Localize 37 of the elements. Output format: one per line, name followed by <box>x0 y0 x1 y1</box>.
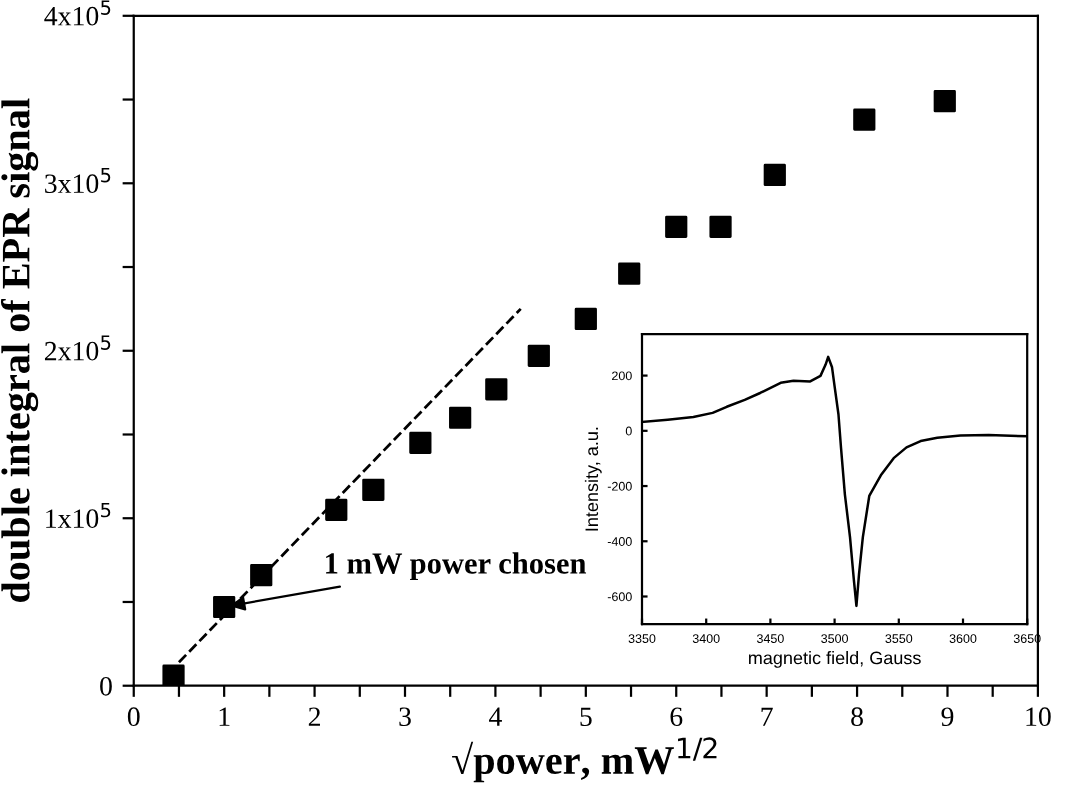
x-tick-label: 4 <box>489 707 502 726</box>
point <box>709 215 732 238</box>
x-tick-label: 10 <box>1026 707 1051 727</box>
x-tick-label: 2 <box>308 707 320 726</box>
point <box>527 344 550 367</box>
y-tick-label: 4x10$^{5}$ <box>44 0 111 26</box>
point <box>213 595 236 619</box>
y-axis-title: Intensity, a.u. <box>584 427 602 531</box>
x-tick-label: 3 <box>399 707 411 727</box>
point <box>485 378 508 401</box>
y-tick-label: 0 <box>100 676 112 696</box>
y-tick-label: 1x10$^{5}$ <box>46 502 111 528</box>
point <box>362 478 385 501</box>
point <box>763 163 786 187</box>
point <box>449 406 472 429</box>
y-axis-title: double integral of EPR signal <box>0 98 39 602</box>
x-axis-title: √power, mW$^{1/2}$ <box>452 737 717 783</box>
x-tick-label: 6 <box>670 707 683 727</box>
point <box>665 215 688 238</box>
x-tick-label: 7 <box>761 707 773 726</box>
x-tick-label: 5 <box>580 707 592 727</box>
x-tick-label: 1 <box>219 707 230 726</box>
point <box>409 431 432 454</box>
point <box>162 664 185 686</box>
x-tick-label: 8 <box>851 707 863 727</box>
annotation: 1 mW power chosen <box>326 552 587 581</box>
point <box>250 564 273 587</box>
point <box>853 108 876 131</box>
y-tick-label: 2x10$^{5}$ <box>44 335 111 361</box>
point <box>618 262 641 285</box>
point <box>325 498 348 521</box>
point <box>574 307 597 331</box>
x-axis-title: magnetic field, Gauss <box>749 651 921 668</box>
y-tick-label: 3x10$^{5}$ <box>45 167 111 194</box>
point <box>933 90 956 113</box>
x-tick-label: 0 <box>127 707 140 727</box>
x-tick-label: 9 <box>941 707 954 727</box>
